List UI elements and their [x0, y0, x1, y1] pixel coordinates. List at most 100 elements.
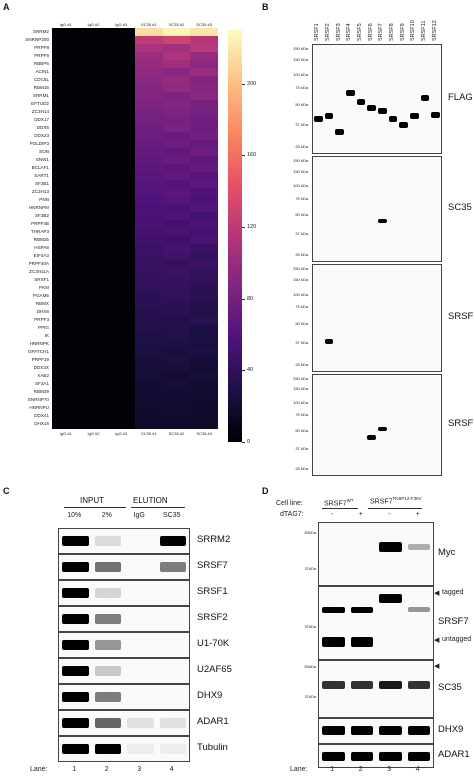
heatmap-cell: [107, 356, 136, 365]
heatmap-cell: [135, 372, 164, 381]
heatmap-cell: [52, 36, 81, 45]
heatmap-cell: [162, 356, 191, 365]
heatmap-cell: [52, 340, 81, 349]
heatmap-cell: [79, 228, 108, 237]
heatmap-col-label-bottom: IgG #2: [87, 431, 100, 436]
lane-label-srsf2: SRSF2: [325, 23, 331, 41]
heatmap-cell: [162, 332, 191, 341]
heatmap-cell: [135, 412, 164, 421]
heatmap-cell: [52, 148, 81, 157]
blot-band: [159, 744, 186, 754]
heatmap-row-label: PRPF3: [34, 317, 49, 322]
blot-band: [94, 588, 121, 598]
heatmap-cell: [190, 60, 219, 69]
heatmap-cell: [52, 68, 81, 77]
panel-c-lane-number: 3: [137, 766, 142, 773]
heatmap-cell: [135, 84, 164, 93]
heatmap-cell: [190, 324, 219, 333]
heatmap-row-label: EIF4A3: [33, 253, 49, 258]
blot-band: [127, 718, 154, 728]
heatmap-cell: [162, 108, 191, 117]
heatmap-cell: [162, 156, 191, 165]
heatmap-cell: [52, 164, 81, 173]
heatmap-cell: [107, 396, 136, 405]
heatmap-cell: [52, 244, 81, 253]
blot-label-d-myc: Myc: [438, 547, 456, 558]
mw-marker: 150 kDa: [293, 168, 308, 174]
heatmap-cell: [162, 348, 191, 357]
heatmap-cell: [162, 284, 191, 293]
heatmap-row-label: SF3B2: [34, 213, 49, 218]
heatmap-cell: [190, 100, 219, 109]
heatmap-cell: [107, 172, 136, 181]
heatmap-cell: [190, 388, 219, 397]
heatmap-cell: [52, 276, 81, 285]
heatmap-cell: [79, 156, 108, 165]
heatmap-cell: [190, 276, 219, 285]
heatmap-cell: [79, 412, 108, 421]
heatmap-cell: [190, 356, 219, 365]
blot-band: [350, 751, 373, 761]
blot-band: [94, 614, 121, 624]
heatmap-row-label: SNW1: [35, 157, 49, 162]
line2-sup: FKBP12-F36V: [392, 496, 422, 501]
heatmap-cell: [52, 268, 81, 277]
heatmap-cell: [79, 260, 108, 269]
heatmap-cell: [162, 212, 191, 221]
mw-marker: 25 kDa: [295, 466, 308, 471]
heatmap-cell: [135, 244, 164, 253]
blot-band: [62, 588, 89, 598]
blot-band: [322, 607, 345, 614]
heatmap-row-label: RBM25: [33, 237, 49, 242]
heatmap-cell: [190, 28, 219, 37]
heatmap-cell: [190, 300, 219, 309]
heatmap-cell: [135, 148, 164, 157]
heatmap-cell: [162, 204, 191, 213]
heatmap-cell: [52, 356, 81, 365]
heatmap-row-label: SNRNP200: [25, 37, 49, 42]
heatmap-cell: [135, 348, 164, 357]
heatmap-cell: [190, 164, 219, 173]
heatmap-cell: [135, 324, 164, 333]
blot-band: [350, 680, 373, 689]
heatmap-cell: [135, 44, 164, 53]
blot-tubulin: [58, 736, 190, 762]
heatmap-cell: [162, 188, 191, 197]
heatmap-cell: [79, 116, 108, 125]
heatmap-cell: [190, 284, 219, 293]
tagged-arrow: ◀: [434, 590, 440, 597]
blot-band: [94, 536, 121, 546]
blot-band: [62, 640, 89, 650]
blot-d-adar1: [318, 744, 434, 768]
heatmap-cell: [135, 364, 164, 373]
heatmap-cell: [190, 212, 219, 221]
heatmap-row-label: PRPF19: [31, 357, 49, 362]
heatmap-cell: [52, 124, 81, 133]
panel-c-col-label: IgG: [133, 512, 145, 519]
heatmap-cell: [190, 340, 219, 349]
flag-band: [420, 94, 430, 101]
srsf2-band: [324, 339, 334, 345]
blot-band: [94, 744, 121, 754]
heatmap-cell: [190, 372, 219, 381]
heatmap-cell: [52, 396, 81, 405]
heatmap-cell: [52, 84, 81, 93]
heatmap-cell: [162, 172, 191, 181]
heatmap-cell: [107, 236, 136, 245]
heatmap-cell: [135, 380, 164, 389]
heatmap-cell: [52, 252, 81, 261]
heatmap-cell: [190, 76, 219, 85]
heatmap-cell: [79, 108, 108, 117]
heatmap-cell: [135, 60, 164, 69]
heatmap-col-label-bottom: IgG #3: [115, 431, 128, 436]
heatmap-row-label: ZC3H13: [31, 189, 49, 194]
flag-band: [335, 129, 344, 136]
heatmap-cell: [162, 92, 191, 101]
heatmap-cell: [162, 164, 191, 173]
heatmap-cell: [79, 372, 108, 381]
heatmap-row-label: PNN: [39, 197, 49, 202]
heatmap-cell: [135, 100, 164, 109]
heatmap-cell: [107, 188, 136, 197]
heatmap-cell: [190, 292, 219, 301]
line2-name: SRSF7: [370, 498, 393, 506]
